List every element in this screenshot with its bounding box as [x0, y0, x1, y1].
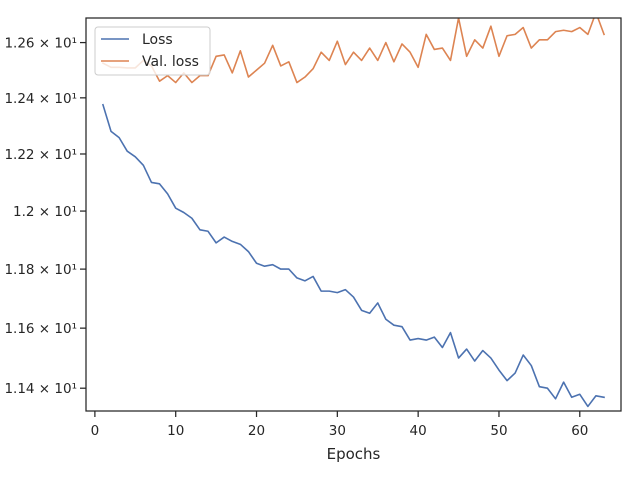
series-line-val-loss: [101, 18, 606, 84]
x-tick-label: 0: [91, 423, 100, 439]
x-axis-label: Epochs: [327, 445, 381, 463]
y-tick-label: 1.24 × 10¹: [4, 91, 77, 107]
plot-frame: [85, 17, 622, 412]
legend-label-val-loss: Val. loss: [142, 54, 199, 70]
y-tick-label: 1.26 × 10¹: [4, 36, 77, 52]
y-tick-label: 1.14 × 10¹: [4, 381, 77, 397]
series-layer: [101, 18, 606, 408]
legend: Loss Val. loss: [94, 26, 211, 76]
plot-area: [86, 18, 621, 411]
x-tick-label: 10: [167, 423, 184, 439]
x-tick-label: 50: [490, 423, 507, 439]
legend-label-loss: Loss: [142, 32, 173, 48]
y-tick-label: 1.18 × 10¹: [4, 262, 77, 278]
x-tick-label: 60: [571, 423, 588, 439]
x-tick-label: 20: [248, 423, 265, 439]
x-tick-label: 30: [329, 423, 346, 439]
y-tick-label: 1.16 × 10¹: [4, 321, 77, 337]
x-tick-label: 40: [410, 423, 427, 439]
series-line-loss: [101, 103, 605, 408]
y-tick-label: 1.22 × 10¹: [4, 147, 77, 163]
ticks-layer: 0 10 20 30 40 50 60 1.14 × 10¹ 1.16 × 10¹ 1.18 × …: [4, 36, 588, 439]
y-tick-label: 1.2 × 10¹: [13, 204, 77, 220]
